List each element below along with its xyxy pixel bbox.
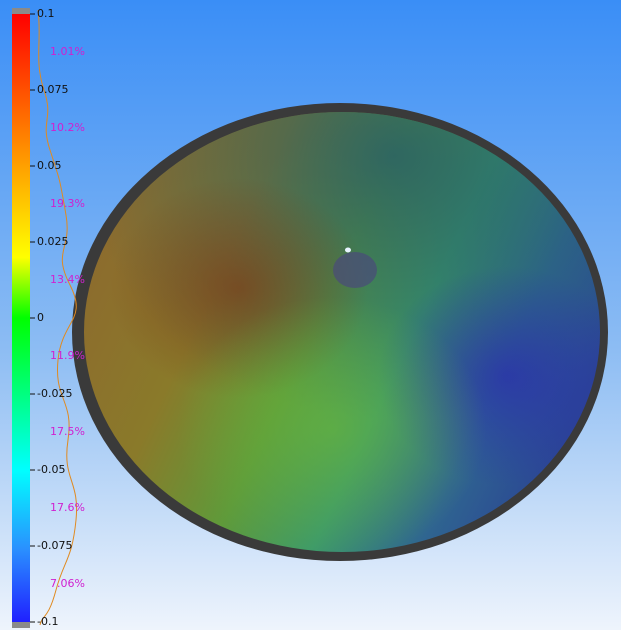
- bin-label: 1.01%: [50, 45, 85, 58]
- tick-label: -0.05: [37, 463, 65, 476]
- tick-label: 0.025: [37, 235, 69, 248]
- tick-label: 0: [37, 311, 44, 324]
- surface-mid-region: [84, 112, 600, 552]
- apex-shadow: [333, 252, 377, 288]
- bin-label: 13.4%: [50, 273, 85, 286]
- tick-label: -0.075: [37, 539, 72, 552]
- bin-label: 10.2%: [50, 121, 85, 134]
- bin-label: 17.5%: [50, 425, 85, 438]
- surface: [72, 103, 608, 561]
- tick-label: 0.1: [37, 7, 55, 20]
- tick-label: 0.075: [37, 83, 69, 96]
- scale-over: [12, 8, 30, 14]
- tick-label: -0.1: [37, 615, 58, 628]
- scale-bar: [12, 14, 30, 622]
- bin-label: 11.9%: [50, 349, 85, 362]
- bin-label: 17.6%: [50, 501, 85, 514]
- bin-label: 7.06%: [50, 577, 85, 590]
- tick-label: 0.05: [37, 159, 62, 172]
- bin-label: 19.3%: [50, 197, 85, 210]
- tick-label: -0.025: [37, 387, 72, 400]
- scale-under: [12, 622, 30, 628]
- apex-point: [345, 248, 351, 253]
- viewport: 0.1 0.075 0.05 0.025 0 -0.025 -0.05 -0.075 -0.1 1…: [0, 0, 621, 630]
